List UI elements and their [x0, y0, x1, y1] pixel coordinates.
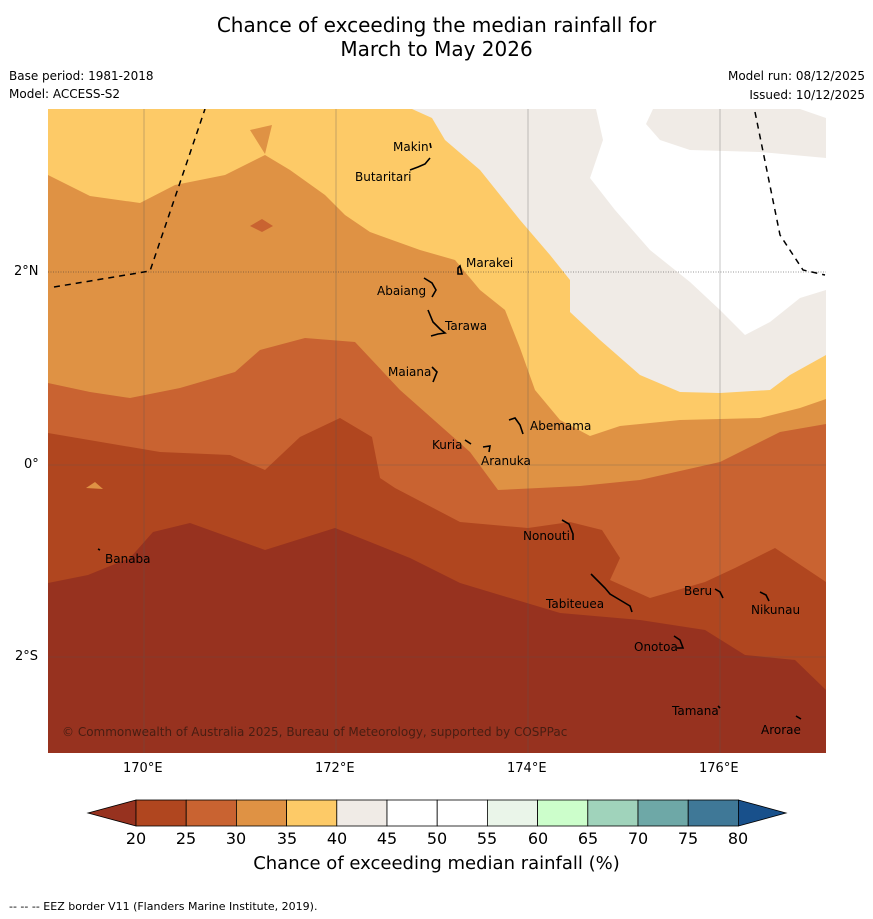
lat-label-2n: 2°N [14, 264, 39, 279]
issued-date: Issued: 10/12/2025 [749, 88, 865, 102]
colorbar-35-40 [286, 799, 338, 827]
label-onotoa: Onotoa [634, 640, 678, 654]
label-banaba: Banaba [105, 552, 151, 566]
label-beru: Beru [684, 584, 712, 598]
lon-label-174e: 174°E [507, 761, 547, 776]
colorbar-50-55 [436, 799, 488, 827]
band-40-45-island [646, 109, 826, 158]
label-tabiteuea: Tabiteuea [545, 597, 604, 611]
beru-island [714, 588, 724, 599]
tamana-island [717, 705, 721, 709]
colorbar-65-70 [587, 799, 639, 827]
kuria-island [464, 439, 472, 445]
band-25-30-patch [250, 219, 273, 232]
colorbar-tick-40: 40 [326, 829, 348, 848]
colorbar-tick-70: 70 [627, 829, 649, 848]
model-name: Model: ACCESS-S2 [9, 87, 121, 101]
label-arorae: Arorae [761, 723, 801, 737]
colorbar-tick-25: 25 [175, 829, 197, 848]
colorbar-title: Chance of exceeding median rainfall (%) [253, 853, 620, 874]
marakei-island [457, 264, 464, 275]
colorbar-30-35 [235, 799, 287, 827]
nikunau-island [759, 591, 770, 602]
label-tamana: Tamana [671, 704, 719, 718]
colorbar-70-75 [637, 799, 689, 827]
colorbar-tick-65: 65 [577, 829, 599, 848]
map-title-line1: Chance of exceeding the median rainfall … [216, 13, 657, 37]
colorbar-tick-50: 50 [426, 829, 448, 848]
lon-label-176e: 176°E [699, 761, 739, 776]
colorbar-above-80 [738, 799, 788, 827]
label-marakei: Marakei [466, 256, 513, 270]
colorbar-tick-35: 35 [276, 829, 298, 848]
banaba-island [97, 548, 101, 551]
label-abemama: Abemama [530, 419, 591, 433]
arorae-island [795, 715, 802, 720]
label-kuria: Kuria [432, 438, 463, 452]
tarawa-island [427, 309, 447, 337]
colorbar-tick-30: 30 [225, 829, 247, 848]
maiana-island [431, 366, 438, 383]
band-30-35-patch [86, 482, 103, 489]
colorbar-tick-55: 55 [476, 829, 498, 848]
band-30-35-notch [250, 125, 272, 154]
band-45-50-top [800, 109, 826, 118]
colorbar-25-30 [185, 799, 237, 827]
base-period: Base period: 1981-2018 [9, 69, 154, 83]
label-nonouti: Nonouti [523, 529, 570, 543]
makin-island [429, 142, 432, 149]
label-tarawa: Tarawa [444, 319, 487, 333]
colorbar-below-20 [86, 799, 137, 827]
colorbar-60-65 [537, 799, 589, 827]
lon-label-172e: 172°E [315, 761, 355, 776]
colorbar-tick-20: 20 [125, 829, 147, 848]
colorbar-tick-45: 45 [376, 829, 398, 848]
aranuka-island [482, 445, 491, 453]
tabiteuea-island [590, 573, 633, 613]
colorbar-tick-75: 75 [677, 829, 699, 848]
colorbar-tick-60: 60 [527, 829, 549, 848]
eez-footnote: -- -- -- EEZ border V11 (Flanders Marine… [9, 900, 318, 913]
butaritari-island [409, 157, 431, 171]
graticule [48, 109, 826, 753]
colorbar-55-60 [486, 799, 538, 827]
label-makin: Makin [393, 140, 429, 154]
colorbar-45-50 [386, 799, 438, 827]
nonouti-island [561, 519, 574, 540]
copyright-text: © Commonwealth of Australia 2025, Bureau… [62, 725, 567, 739]
colorbar-40-45 [336, 799, 388, 827]
map-title-line2: March to May 2026 [340, 37, 533, 61]
eez-border [53, 109, 826, 288]
label-aranuka: Aranuka [481, 454, 531, 468]
colorbar [86, 799, 788, 827]
colorbar-20-25 [135, 799, 187, 827]
lat-label-0: 0° [24, 457, 39, 472]
onotoa-island [673, 635, 685, 649]
label-abaiang: Abaiang [377, 284, 426, 298]
abemama-island [508, 417, 524, 435]
lon-label-170e: 170°E [123, 761, 163, 776]
lat-label-2s: 2°S [15, 649, 39, 664]
label-maiana: Maiana [388, 365, 431, 379]
label-butaritari: Butaritari [355, 170, 412, 184]
place-labels: Makin Butaritari Marakei Abaiang Tarawa … [105, 140, 801, 737]
colorbar-75-80 [687, 799, 739, 827]
colorbar-tick-80: 80 [727, 829, 749, 848]
model-run: Model run: 08/12/2025 [727, 69, 865, 83]
band-45-50 [590, 109, 826, 335]
label-nikunau: Nikunau [751, 603, 800, 617]
islands [97, 142, 802, 720]
abaiang-island [423, 277, 437, 298]
